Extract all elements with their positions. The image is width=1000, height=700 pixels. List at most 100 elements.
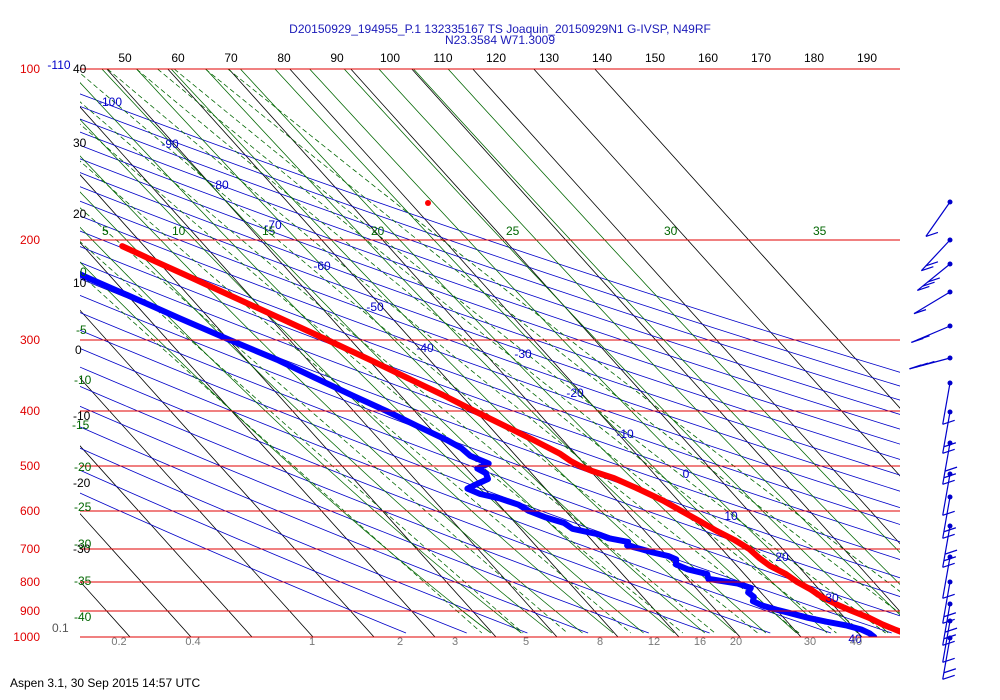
mixing-ratio-label: 30 [804, 636, 816, 648]
left-column-label: -30 [73, 542, 91, 556]
isotherm-line [0, 69, 8, 637]
pressure-tick-label: 1000 [13, 630, 40, 644]
left-column-label: 10 [73, 276, 87, 290]
temperature-label: 0 [683, 467, 690, 481]
isotherm-line [167, 69, 680, 637]
mixing-ratio-label: 12 [648, 636, 660, 648]
isotherm-line [289, 69, 802, 637]
left-column-label: 0 [75, 343, 82, 357]
temperature-label: -40 [416, 341, 434, 355]
dry-adiabat-line [80, 172, 900, 460]
left-column-label: -20 [73, 476, 91, 490]
pressure-tick-label: 200 [20, 233, 40, 247]
dry-adiabat-line [80, 144, 900, 430]
top-tick-label: 120 [486, 51, 506, 65]
moist-adiabat-label: -35 [74, 574, 92, 588]
temperature-label: 10 [724, 509, 738, 523]
mixing-ratio-line [80, 72, 758, 634]
pressure-tick-label: 100 [20, 62, 40, 76]
mixing-ratio-line [80, 241, 524, 634]
footer-text: Aspen 3.1, 30 Sep 2015 14:57 UTC [10, 676, 201, 690]
dry-adiabat-line [80, 469, 467, 634]
moist-adiabat-label: 0 [80, 265, 87, 279]
mixing-ratio-label: 0.2 [111, 636, 126, 648]
isotherm-line [411, 69, 900, 613]
dry-adiabat-line [80, 447, 528, 634]
profile-line [80, 271, 878, 637]
isotherm-line [80, 241, 436, 637]
dry-adiabat-line [80, 261, 900, 560]
isotherm-line [533, 69, 900, 477]
mixing-ratio-line [227, 69, 900, 592]
isotherm-line [472, 69, 900, 545]
plot-area [0, 69, 900, 637]
dry-adiabat-line [80, 230, 900, 525]
mixing-ratio-label: 0.4 [185, 636, 200, 648]
moist-adiabat-line [413, 69, 900, 585]
dry-adiabat-label: 30 [664, 224, 678, 238]
moist-adiabat-line [80, 261, 492, 634]
pressure-tick-label: 500 [20, 459, 40, 473]
moist-adiabat-line [80, 118, 614, 634]
moist-adiabat-label: -20 [74, 460, 92, 474]
dry-adiabat-line [80, 294, 900, 597]
chart-subtitle: N23.3584 W71.3009 [444, 33, 556, 47]
temperature-label: 30 [825, 591, 839, 605]
moist-adiabat-line [205, 69, 767, 634]
dry-adiabat-line [80, 215, 900, 509]
moist-adiabat-line [80, 155, 583, 634]
dry-adiabat-line [80, 186, 900, 476]
top-tick-label: 130 [539, 51, 559, 65]
moist-adiabat-line [80, 191, 553, 634]
top-tick-label: 160 [698, 51, 718, 65]
moist-adiabat-line [80, 226, 522, 634]
mixing-ratio-label: 8 [597, 636, 603, 648]
dry-adiabat-line [80, 131, 900, 415]
dry-adiabat-label: 15 [262, 224, 276, 238]
wind-barb [942, 554, 955, 599]
left-column-label: 40 [73, 62, 87, 76]
wind-barb [913, 289, 953, 315]
dry-adiabat-line [80, 347, 832, 634]
left-column-label: -10 [73, 409, 91, 423]
moist-adiabat-label: -25 [74, 500, 92, 514]
moist-adiabat-line [136, 69, 706, 634]
temperature-label: -110 [47, 58, 70, 72]
chart-title: D20150929_194955_P.1 132335167 TS Joaqui… [289, 22, 711, 36]
mixing-ratio-label: 16 [694, 636, 706, 648]
top-tick-label: 180 [804, 51, 824, 65]
temperature-label: -30 [514, 347, 532, 361]
pressure-tick-label: 300 [20, 333, 40, 347]
dry-adiabat-line [80, 118, 900, 401]
moist-adiabat-line [101, 69, 675, 634]
marker-dot [425, 200, 431, 206]
top-tick-label: 60 [171, 51, 185, 65]
moist-adiabat-line [447, 69, 900, 554]
top-tick-label: 90 [330, 51, 344, 65]
dry-adiabat-line [80, 93, 900, 373]
dry-adiabat-line [80, 329, 892, 634]
moist-adiabat-line [170, 69, 736, 634]
temperature-label: -90 [161, 137, 179, 151]
dry-adiabat-line [80, 158, 900, 445]
moist-adiabat-label: -10 [74, 373, 92, 387]
mixing-ratio-label: 2 [397, 636, 403, 648]
moist-adiabat-line [343, 69, 889, 634]
mixing-ratio-label: 40 [850, 636, 862, 648]
moist-adiabat-label: -40 [74, 610, 92, 624]
dry-adiabat-line [80, 426, 589, 634]
isotherm-line [80, 513, 192, 637]
dry-adiabat-line [80, 200, 900, 492]
top-tick-label: 100 [380, 51, 400, 65]
dry-adiabat-line [80, 366, 771, 634]
mixing-ratio-label: 5 [523, 636, 529, 648]
dry-adiabat-label: 35 [813, 224, 827, 238]
dry-adiabat-line [80, 278, 900, 579]
temperature-label: -10 [616, 427, 634, 441]
top-tick-label: 150 [645, 51, 665, 65]
dry-adiabat-label: 5 [102, 224, 109, 238]
top-tick-label: 80 [277, 51, 291, 65]
top-tick-label: 190 [857, 51, 877, 65]
isotherm-line [594, 69, 900, 409]
